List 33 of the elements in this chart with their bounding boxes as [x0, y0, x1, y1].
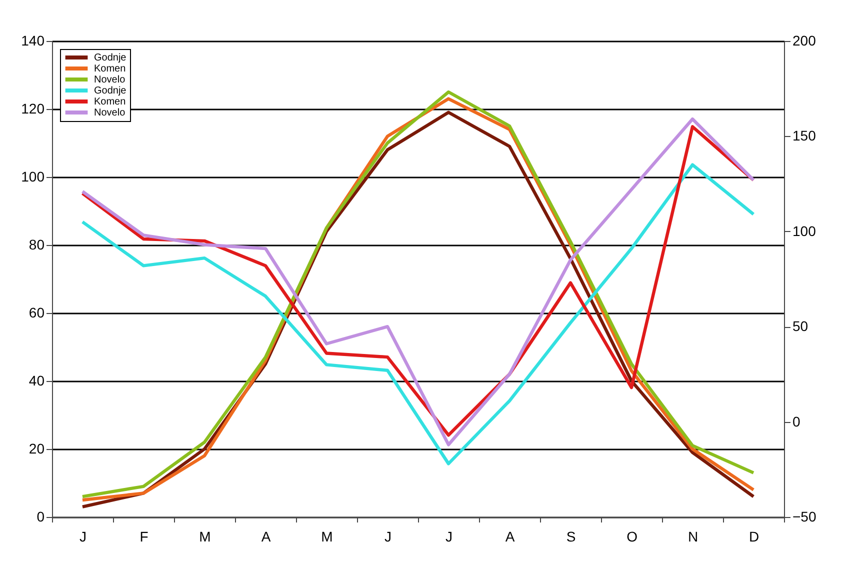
y-tick-label: 100 [21, 168, 45, 184]
y-tick-label: 20 [28, 440, 45, 456]
x-tick-label: O [626, 528, 638, 544]
x-tick-label: N [688, 528, 698, 544]
y-tick-label: 40 [28, 372, 45, 388]
x-tick-label: S [566, 528, 576, 544]
legend-label: Novelo [94, 74, 126, 86]
legend-label: Novelo [94, 108, 126, 118]
y2-tick-label: 150 [792, 128, 816, 144]
x-tick-label: D [748, 528, 760, 544]
line-series [80, 163, 756, 466]
x-tick-label: J [80, 528, 86, 544]
y-tick-label: 120 [21, 100, 45, 116]
y2-tick-label: 200 [792, 32, 816, 48]
x-tick-label: M [321, 528, 333, 544]
legend-label: Komen [94, 64, 126, 74]
x-tick-label: A [505, 528, 516, 544]
y2-tick-label: 50 [792, 318, 808, 334]
y2-tick-label: 0 [792, 413, 800, 430]
y-tick-label: 80 [28, 236, 45, 252]
x-tick-label: J [446, 528, 452, 544]
legend-label: Godnje [94, 52, 127, 64]
legend-label: Godnje [94, 86, 127, 96]
x-tick-label: A [261, 528, 272, 544]
x-tick-label: M [199, 528, 211, 544]
x-tick-label: F [140, 528, 148, 544]
y-tick-label: 0 [36, 508, 45, 524]
y-tick-label: 60 [28, 304, 45, 320]
x-tick-label: J [384, 528, 392, 544]
legend-label: Komen [94, 96, 126, 108]
y-tick-label: 140 [21, 32, 45, 48]
y2-tick-label: 100 [792, 222, 816, 239]
y2-tick-label: −50 [792, 508, 816, 524]
